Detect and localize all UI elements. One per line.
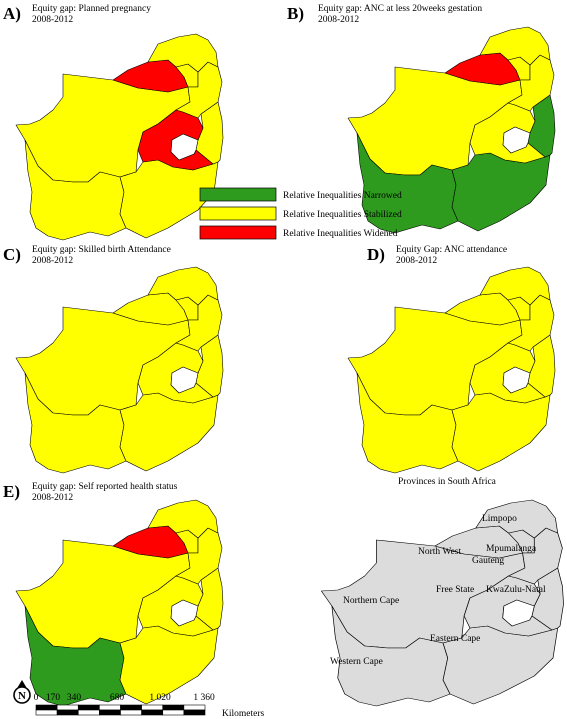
- legend-swatch-stabilized: [199, 206, 277, 221]
- scale-tick-label: 170: [46, 693, 61, 703]
- scale-segment: [141, 709, 164, 716]
- legend-swatch-widened: [199, 225, 277, 240]
- lesotho-c: [170, 366, 199, 394]
- province-lp-b: [479, 26, 551, 66]
- scale-tick-label: 1 020: [149, 693, 171, 703]
- lesotho-b: [502, 126, 531, 154]
- province-lp-c: [147, 266, 219, 306]
- scale-segment: [162, 709, 185, 716]
- panel-title: Equity gap: Planned pregnancy: [32, 4, 151, 14]
- scale-segment: [56, 704, 79, 711]
- panel-period: 2008-2012: [318, 15, 359, 25]
- legend-swatch-narrowed: [199, 187, 277, 202]
- scale-tick-label: 0: [34, 693, 39, 703]
- province-lp-a: [147, 33, 219, 73]
- scale-segment: [77, 704, 100, 711]
- panel-letter: C): [3, 245, 21, 264]
- panel-period: 2008-2012: [32, 493, 73, 503]
- map-b: [347, 26, 556, 234]
- scale-segment: [183, 709, 206, 716]
- scale-tick-label: 680: [110, 693, 125, 703]
- panel-period: 2008-2012: [32, 15, 73, 25]
- lesotho-a: [170, 133, 199, 161]
- label-gauteng: Gauteng: [472, 556, 504, 566]
- province-lp-ref: [475, 499, 559, 539]
- label-northern-cape: Northern Cape: [343, 596, 399, 606]
- panel-letter: E): [3, 482, 20, 501]
- panel-e: E) Equity gap: Self reported health statu…: [3, 481, 224, 707]
- scale-tick-label: 1 360: [193, 693, 215, 703]
- panel-period: 2008-2012: [396, 256, 437, 266]
- map-a: [15, 33, 224, 241]
- label-eastern-cape: Eastern Cape: [430, 634, 480, 644]
- scale-unit: Kilometers: [222, 709, 265, 719]
- label-kwazulu-natal: KwaZulu-Natal: [486, 585, 546, 595]
- scale-segment: [183, 704, 206, 711]
- scale-segment: [120, 704, 142, 711]
- scale-segment: [35, 709, 58, 716]
- panel-title: Equity gap: Skilled birth Attendance: [32, 245, 171, 255]
- legend-label-narrowed: Relative Inequalities Narrowed: [283, 191, 402, 201]
- panel-title: Equity gap: Self reported health status: [32, 481, 178, 492]
- panel-period: 2008-2012: [32, 256, 73, 266]
- map-d: [347, 266, 556, 474]
- panel-c: C) Equity gap: Skilled birth Attendance20…: [3, 245, 224, 474]
- province-lp-e: [147, 499, 219, 539]
- panel-title: Equity gap: ANC at less 20weeks gestatio…: [318, 4, 482, 14]
- north-arrow: N: [13, 680, 31, 704]
- panel-b: B) Equity gap: ANC at less 20weeks gestat…: [287, 4, 556, 234]
- scale-bar: 0 170 340 680 1 020 1 360 Kilometers: [34, 693, 265, 719]
- legend-label-widened: Relative Inequalities Widened: [283, 229, 398, 239]
- scale-segment: [99, 704, 121, 711]
- label-mpumalanga: Mpumalanga: [486, 544, 537, 554]
- province-lp-d: [479, 266, 551, 306]
- scale-segment: [99, 709, 121, 716]
- panel-letter: B): [287, 4, 304, 23]
- lesotho-d: [502, 366, 531, 394]
- lesotho-ref: [502, 599, 535, 627]
- scale-segment: [35, 704, 58, 711]
- reference-map: Provinces in South Africa Limpopo North …: [321, 476, 564, 707]
- scale-segment: [77, 709, 100, 716]
- scale-segment: [120, 709, 142, 716]
- reference-map-title: Provinces in South Africa: [398, 476, 497, 487]
- label-north-west: North West: [418, 547, 461, 557]
- north-arrow-label: N: [18, 690, 26, 702]
- map-e: [15, 499, 224, 707]
- legend: Relative Inequalities Narrowed Relative …: [199, 187, 402, 240]
- scale-tick-label: 340: [67, 693, 82, 703]
- north-arrow-circle: [13, 686, 31, 704]
- map-c: [15, 266, 224, 474]
- panel-title: Equity Gap: ANC attendance: [396, 245, 507, 255]
- scale-segment: [141, 704, 164, 711]
- legend-label-stabilized: Relative Inequalities Stabilized: [283, 210, 402, 220]
- label-free-state: Free State: [436, 585, 474, 595]
- label-western-cape: Western Cape: [330, 657, 383, 667]
- scale-segment: [56, 709, 79, 716]
- label-limpopo: Limpopo: [482, 514, 517, 524]
- lesotho-e: [170, 599, 199, 627]
- scale-segment: [162, 704, 185, 711]
- panel-letter: A): [3, 4, 21, 23]
- panel-letter: D): [367, 245, 385, 264]
